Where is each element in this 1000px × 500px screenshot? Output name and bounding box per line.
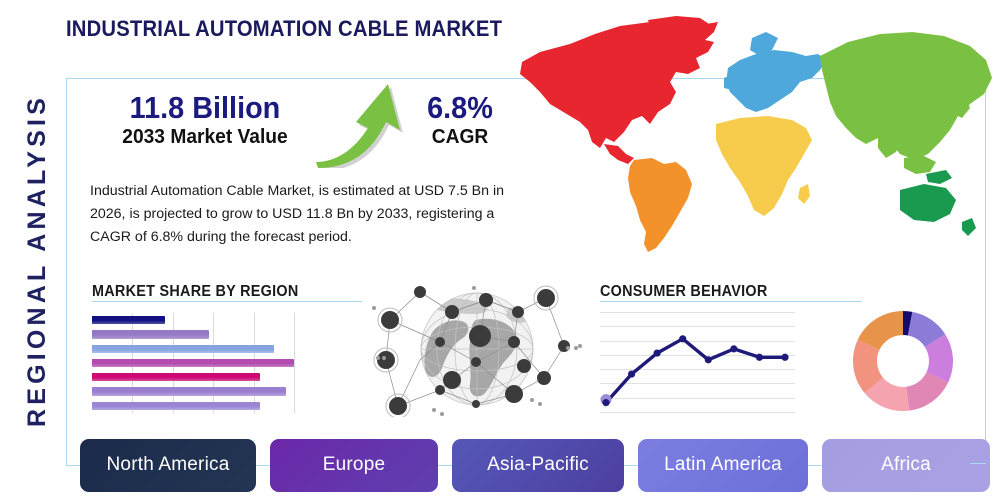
map-region-central-america xyxy=(604,144,634,164)
line-marker-8 xyxy=(781,353,789,361)
side-vertical-label-text: REGIONAL ANALYSIS xyxy=(23,93,52,427)
map-region-europe xyxy=(726,50,826,112)
map-region-asia xyxy=(820,32,992,160)
map-region-scandinavia xyxy=(750,32,778,56)
up-trend-arrow-icon xyxy=(316,84,403,168)
market-value-stat: 11.8 Billion 2033 Market Value xyxy=(90,90,320,149)
map-region-madagascar xyxy=(798,184,810,204)
line-gridline xyxy=(600,383,795,385)
line-gridline xyxy=(600,326,795,328)
region-button-label: Africa xyxy=(881,454,931,475)
bar-2 xyxy=(92,330,210,339)
map-region-southeast-asia xyxy=(904,156,936,174)
region-button-europe[interactable]: Europe xyxy=(270,438,438,492)
bar-4 xyxy=(92,358,294,368)
global-network-globe-icon xyxy=(372,285,582,417)
map-region-british-isles xyxy=(724,74,738,90)
donut-slice-2 xyxy=(907,311,946,348)
region-button-bar: North America Europe Asia-Pacific Latin Ame… xyxy=(80,437,990,493)
bar-7 xyxy=(92,401,260,411)
segment-donut-chart xyxy=(853,311,953,411)
region-button-latin-america[interactable]: Latin America xyxy=(638,438,808,492)
map-region-india xyxy=(878,128,902,158)
line-marker-1 xyxy=(602,399,610,407)
key-stats-row: 11.8 Billion 2033 Market Value 6.8% CAGR xyxy=(90,90,510,164)
map-region-africa xyxy=(716,116,812,216)
bar-1 xyxy=(92,315,165,325)
map-region-oceania xyxy=(900,184,956,222)
line-marker-4 xyxy=(679,335,687,343)
line-path xyxy=(604,337,787,405)
bar-row xyxy=(92,373,304,382)
region-connector xyxy=(256,464,270,466)
page-title: INDUSTRIAL AUTOMATION CABLE MARKET xyxy=(66,16,503,41)
region-button-label: Asia-Pacific xyxy=(487,454,589,475)
line-gridline xyxy=(600,312,795,313)
region-button-africa[interactable]: Africa xyxy=(822,438,990,492)
region-button-asia-pacific[interactable]: Asia-Pacific xyxy=(452,438,624,492)
cagr-stat: 6.8% CAGR xyxy=(400,90,520,149)
donut-slice-5 xyxy=(864,377,910,411)
section-rule-market-share xyxy=(92,301,362,302)
cagr-caption: CAGR xyxy=(431,125,489,148)
map-region-japan xyxy=(954,98,970,118)
map-region-south-america xyxy=(628,158,692,252)
line-marker-6 xyxy=(730,345,738,353)
donut-slice-6 xyxy=(853,339,883,393)
region-connector xyxy=(808,464,822,466)
line-gridline xyxy=(600,354,795,356)
region-button-label: North America xyxy=(106,454,230,475)
bar-6 xyxy=(92,387,286,396)
line-gridline xyxy=(600,369,795,371)
donut-slice-7 xyxy=(857,311,903,350)
line-marker-7 xyxy=(755,353,764,361)
bar-row xyxy=(92,358,304,368)
map-region-new-guinea xyxy=(926,170,952,184)
bar-row xyxy=(92,344,304,353)
donut-slice-3 xyxy=(924,334,953,383)
region-button-label: Latin America xyxy=(664,454,782,475)
line-gridline xyxy=(600,397,795,399)
bar-row xyxy=(92,315,304,325)
region-connector xyxy=(624,464,638,466)
market-description: Industrial Automation Cable Market, is e… xyxy=(90,183,504,245)
map-region-north-america xyxy=(520,22,718,148)
bar-row xyxy=(92,401,304,411)
bar-gridline xyxy=(293,313,295,413)
section-rule-consumer-behavior xyxy=(600,301,862,302)
bar-row xyxy=(92,387,304,396)
section-heading-market-share: MARKET SHARE BY REGION xyxy=(92,283,299,300)
market-share-bar-chart xyxy=(92,313,304,413)
bar-row xyxy=(92,330,304,339)
line-gridline xyxy=(600,412,795,413)
line-marker-2 xyxy=(627,370,636,378)
donut-slice-4 xyxy=(906,372,949,411)
line-chart-series xyxy=(600,335,789,407)
line-gridline xyxy=(600,340,795,342)
region-button-label: Europe xyxy=(322,454,386,475)
line-marker-3 xyxy=(653,349,661,357)
market-value-caption: 2033 Market Value xyxy=(122,125,288,148)
donut-slice-1 xyxy=(903,311,913,336)
region-bar-trailing-connector xyxy=(970,463,986,464)
map-region-new-zealand xyxy=(962,218,976,236)
side-vertical-label: REGIONAL ANALYSIS xyxy=(10,60,66,460)
market-value-number: 11.8 Billion xyxy=(129,90,281,125)
region-connector xyxy=(438,464,452,466)
bar-3 xyxy=(92,344,274,353)
bar-5 xyxy=(92,373,260,382)
region-button-north-america[interactable]: North America xyxy=(80,438,256,492)
section-heading-consumer-behavior: CONSUMER BEHAVIOR xyxy=(600,283,768,300)
map-region-greenland xyxy=(648,16,712,48)
consumer-behavior-line-chart xyxy=(600,312,795,413)
cagr-number: 6.8% xyxy=(427,90,493,125)
main-card-right-border xyxy=(985,78,986,466)
world-map-icon xyxy=(520,16,992,252)
line-marker-5 xyxy=(704,356,712,364)
